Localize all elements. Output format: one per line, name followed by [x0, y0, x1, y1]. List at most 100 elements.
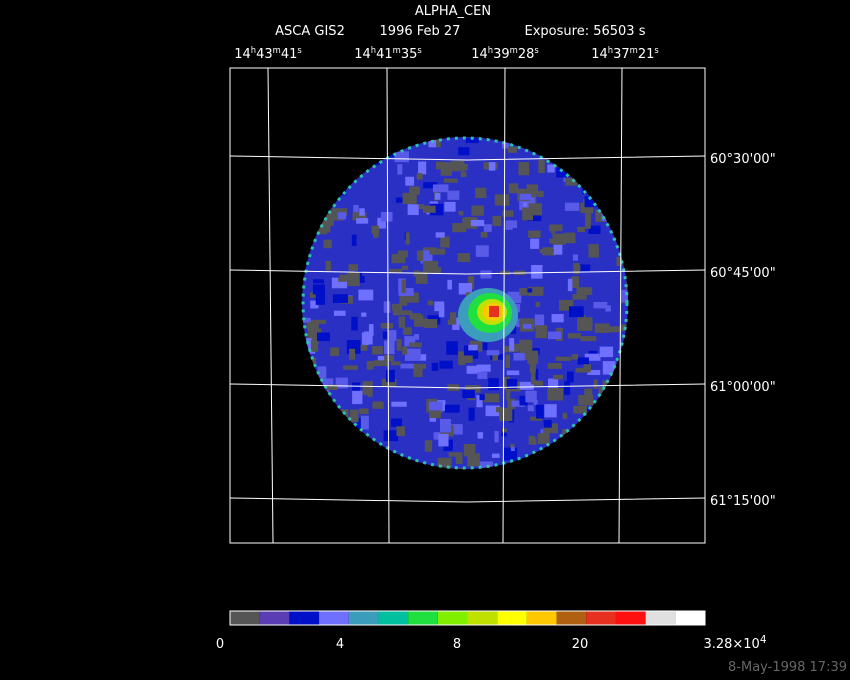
image-patch [491, 453, 500, 458]
image-patch [399, 310, 413, 316]
image-patch [331, 208, 348, 216]
image-patch [478, 461, 494, 469]
image-patch [353, 418, 366, 431]
image-patch [362, 381, 373, 396]
image-patch [519, 339, 533, 352]
image-patch [566, 371, 574, 383]
image-patch [438, 308, 445, 318]
image-patch [471, 205, 484, 216]
image-patch [540, 429, 546, 436]
image-patch [621, 289, 628, 303]
image-patch [547, 164, 555, 173]
image-patch [475, 187, 487, 199]
image-patch [383, 301, 391, 313]
image-patch [452, 223, 467, 233]
image-patch [572, 294, 587, 300]
image-patch [548, 378, 559, 389]
image-patch [377, 355, 387, 361]
image-patch [530, 372, 536, 385]
image-patch [439, 360, 453, 369]
image-patch [527, 288, 533, 293]
image-patch [398, 316, 406, 328]
image-patch [547, 331, 562, 340]
image-patch [351, 316, 358, 331]
ra-label: 14h37m21s [591, 45, 659, 62]
label-part: 0 [216, 637, 224, 652]
image-patch [528, 230, 541, 238]
image-patch [492, 215, 502, 226]
image-patch [416, 250, 424, 261]
colorbar-label: 4 [336, 637, 344, 652]
image-patch [599, 346, 614, 358]
ra-grid-line [386, 67, 390, 544]
image-patch [529, 360, 536, 373]
image-patch [486, 350, 500, 356]
image-patch [567, 278, 573, 292]
image-patch [343, 365, 358, 370]
image-patch [549, 224, 563, 232]
label-part: 8 [453, 637, 461, 652]
label-part: 37 [613, 47, 630, 62]
image-patch [407, 193, 416, 202]
image-patch [565, 173, 577, 186]
image-patch [499, 407, 513, 422]
image-patch [574, 264, 581, 271]
image-patch [626, 281, 628, 296]
image-patch [426, 320, 435, 328]
image-patch [577, 357, 589, 365]
image-patch [396, 339, 402, 351]
image-patch [505, 223, 513, 230]
image-patch [458, 210, 464, 216]
image-patch [313, 279, 325, 284]
image-patch [519, 395, 528, 406]
image-patch [381, 378, 397, 387]
subtitle-instrument: ASCA GIS2 [275, 24, 345, 39]
image-patch [536, 404, 544, 419]
image-patch [556, 167, 572, 178]
colorbar-swatch [615, 611, 646, 625]
image-patch [311, 319, 327, 324]
image-patch [573, 405, 587, 414]
image-patch [310, 300, 319, 309]
image-patch [331, 277, 348, 289]
image-patch [468, 344, 478, 351]
image-patch [543, 423, 559, 434]
image-patch [434, 193, 441, 200]
image-patch [352, 382, 360, 392]
image-patch [519, 193, 532, 200]
image-patch [431, 362, 439, 371]
image-patch [400, 363, 414, 369]
image-patch [616, 256, 623, 266]
image-patch [429, 201, 438, 206]
colorbar-swatch [526, 611, 557, 625]
dec-label: 60°45'00" [710, 266, 776, 281]
image-patch [463, 443, 476, 457]
image-patch [568, 306, 584, 318]
image-patch [309, 292, 321, 298]
image-patch [482, 342, 488, 351]
image-patch [506, 388, 511, 401]
image-patch [404, 336, 416, 347]
colorbar-label: 0 [216, 637, 224, 652]
image-patch [438, 433, 449, 447]
superscript: h [371, 45, 376, 55]
image-patch [537, 433, 550, 444]
image-patch [395, 197, 409, 203]
image-patch [358, 289, 374, 301]
image-patch [428, 410, 442, 419]
image-patch [503, 447, 518, 461]
image-patch [335, 377, 348, 389]
image-patch [549, 238, 555, 244]
image-patch [558, 299, 574, 311]
image-patch [507, 291, 522, 304]
image-patch [371, 225, 379, 234]
image-patch [513, 353, 525, 361]
image-patch [392, 306, 400, 316]
image-patch [398, 287, 414, 296]
colorbar-swatch [378, 611, 409, 625]
image-patch [519, 381, 534, 390]
image-patch [325, 260, 331, 271]
image-patch [384, 340, 395, 355]
image-patch [432, 267, 442, 273]
timestamp: 8-May-1998 17:39 [728, 660, 847, 675]
